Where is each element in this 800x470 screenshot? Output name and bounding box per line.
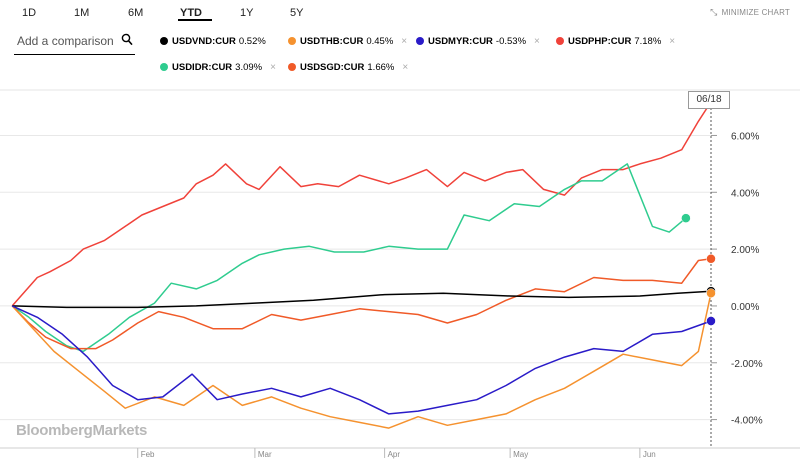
minimize-icon: ⤡ xyxy=(710,7,718,17)
minimize-chart-button[interactable]: ⤡ MINIMIZE CHART xyxy=(710,7,790,18)
legend-dot xyxy=(160,63,168,71)
legend-dot xyxy=(416,37,424,45)
legend-item-usdidr: USDIDR:CUR 3.09% × xyxy=(160,62,276,74)
y-tick-label: -4.00% xyxy=(731,416,763,427)
y-tick-label: 6.00% xyxy=(731,131,759,142)
chart-toolbar: 1D 1M 6M YTD 1Y 5Y ⤡MINIMIZE CHART USDVND:CUR… xyxy=(0,0,800,90)
minimize-chart-label: MINIMIZE CHART xyxy=(721,8,790,17)
crosshair-date-badge: 06/18 xyxy=(688,91,730,109)
range-tab-5y[interactable]: 5Y xyxy=(290,7,304,19)
y-tick-label: 2.00% xyxy=(731,245,759,256)
legend-item-usdthb: USDTHB:CUR 0.45% × xyxy=(288,36,407,48)
legend-name: USDMYR:CUR xyxy=(428,36,493,47)
legend-value: 1.66% xyxy=(367,62,395,73)
range-tab-ytd[interactable]: YTD xyxy=(180,7,202,19)
remove-comparison-close-icon[interactable]: × xyxy=(534,36,540,47)
legend-item-usdphp: USDPHP:CUR 7.18% × xyxy=(556,36,675,48)
legend-name: USDTHB:CUR xyxy=(300,36,364,47)
y-tick-label: 4.00% xyxy=(731,188,759,199)
legend-name: USDVND:CUR xyxy=(172,36,236,47)
y-tick-label: 0.00% xyxy=(731,302,759,313)
series-line-usdidr xyxy=(11,163,687,353)
series-end-point-usdmyr xyxy=(706,316,716,326)
bloomberg-markets-watermark: BloombergMarkets xyxy=(16,422,148,439)
legend-item-usdsgd: USDSGD:CUR 1.66% × xyxy=(288,62,408,74)
range-tab-6m[interactable]: 6M xyxy=(128,7,144,19)
series-end-point-usdidr xyxy=(681,213,691,223)
series-line-usdmyr xyxy=(11,305,712,415)
legend-value: 3.09% xyxy=(235,62,263,73)
legend-item-usdvnd: USDVND:CUR 0.52% xyxy=(160,36,266,48)
series-end-point-usdthb xyxy=(706,288,716,298)
remove-comparison-close-icon[interactable]: × xyxy=(270,62,276,73)
series-line-usdthb xyxy=(11,293,712,429)
series-line-usdvnd xyxy=(12,290,712,309)
series-line-usdphp xyxy=(11,101,712,307)
legend-name: USDSGD:CUR xyxy=(300,62,365,73)
remove-comparison-close-icon[interactable]: × xyxy=(401,36,408,47)
range-tab-1m[interactable]: 1M xyxy=(74,7,90,19)
x-tick-label: Mar xyxy=(258,450,272,459)
series-end-point-usdsgd xyxy=(706,254,716,264)
x-tick-label: May xyxy=(513,450,528,459)
x-tick-label: Apr xyxy=(388,450,401,459)
legend-dot xyxy=(288,63,296,71)
legend-value: 0.52% xyxy=(238,36,266,47)
y-tick-label: -2.00% xyxy=(731,359,763,370)
x-tick-label: Feb xyxy=(141,450,155,459)
legend-value: 7.18% xyxy=(634,36,662,47)
remove-comparison-close-icon[interactable]: × xyxy=(669,36,676,47)
legend-value: 0.45% xyxy=(366,36,394,47)
search-icon[interactable] xyxy=(121,33,133,47)
range-tab-1d[interactable]: 1D xyxy=(22,7,37,19)
legend-dot xyxy=(160,37,168,45)
comparison-search xyxy=(14,30,135,55)
legend-item-usdmyr: USDMYR:CUR -0.53% × xyxy=(416,36,540,48)
range-selector: 1D 1M 6M YTD 1Y 5Y xyxy=(0,6,340,22)
x-tick-label: Jun xyxy=(643,450,656,459)
legend-dot xyxy=(288,37,296,45)
comparison-search-input[interactable] xyxy=(17,31,117,51)
series-line-usdsgd xyxy=(11,258,712,350)
range-tab-1y[interactable]: 1Y xyxy=(240,7,254,19)
active-range-underline xyxy=(178,19,212,21)
remove-comparison-close-icon[interactable]: × xyxy=(402,62,409,73)
legend-value: -0.53% xyxy=(495,36,527,47)
legend-name: USDPHP:CUR xyxy=(568,36,632,47)
legend-dot xyxy=(556,37,564,45)
legend-name: USDIDR:CUR xyxy=(172,62,233,73)
